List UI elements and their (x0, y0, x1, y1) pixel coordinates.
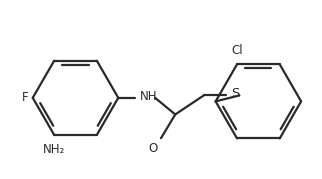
Text: S: S (231, 87, 240, 100)
Text: NH: NH (140, 90, 157, 103)
Text: Cl: Cl (231, 44, 243, 57)
Text: O: O (148, 142, 157, 155)
Text: F: F (21, 91, 28, 104)
Text: NH₂: NH₂ (43, 143, 65, 156)
